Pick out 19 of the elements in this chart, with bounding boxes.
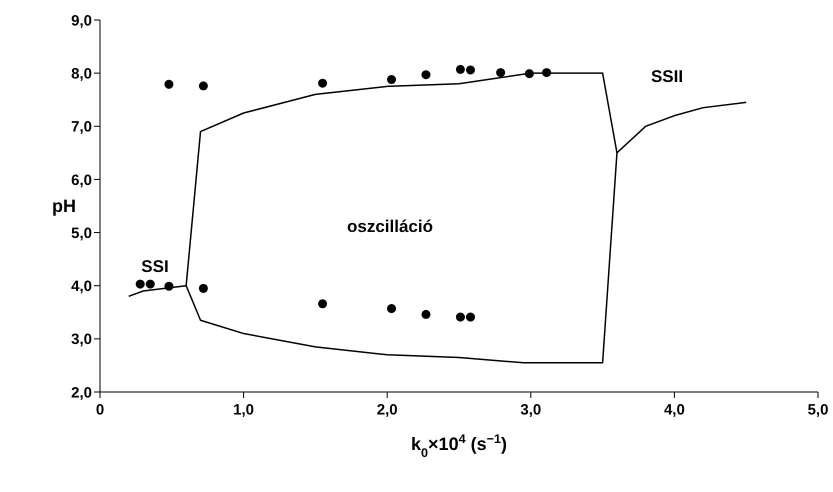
y-tick-label: 6,0 — [71, 172, 92, 189]
y-tick-label: 2,0 — [71, 384, 92, 402]
x-axis-title: k$_{0}$×10$^{4}$ (s$^{−1}$) — [411, 432, 507, 460]
annotation: SSI — [141, 257, 169, 276]
annotation: oszcilláció — [347, 217, 433, 236]
y-tick-label: 7,0 — [71, 118, 92, 136]
x-tick-label: 0 — [96, 402, 104, 419]
y-tick-label: 3,0 — [71, 331, 92, 348]
y-tick-label: 8,0 — [71, 65, 92, 82]
x-tick-label: 2,0 — [376, 402, 398, 419]
y-axis-title: pH — [52, 196, 76, 216]
y-tick-label: 9,0 — [71, 12, 92, 30]
annotation: SSII — [650, 67, 684, 86]
x-tick-label: 3,0 — [520, 402, 542, 419]
y-tick-label: 4,0 — [71, 278, 92, 296]
x-tick-label: 4,0 — [664, 402, 685, 419]
x-tick-label: 1,0 — [233, 402, 254, 419]
y-tick-label: 5,0 — [71, 224, 92, 242]
x-tick-label: 5,0 — [808, 402, 828, 419]
